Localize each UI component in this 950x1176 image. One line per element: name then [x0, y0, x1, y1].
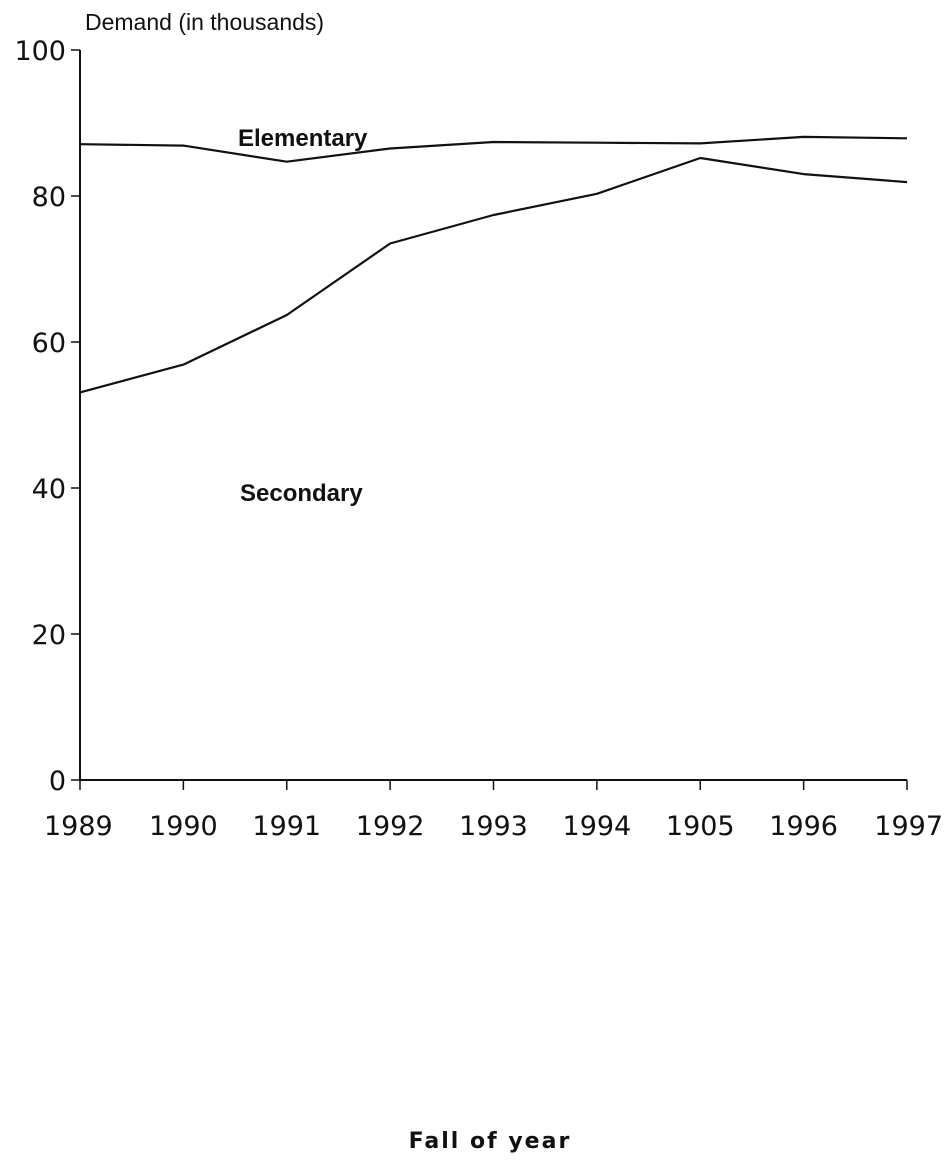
x-axis-label: Fall of year — [409, 1129, 572, 1154]
series-line-elementary — [79, 135, 908, 163]
series-label-elementary: Elementary — [238, 125, 368, 152]
series-line-secondary — [79, 156, 908, 394]
x-tick-label: 1993 — [459, 811, 528, 842]
y-axis-label: Demand (in thousands) — [85, 9, 324, 35]
x-tick-label: 1994 — [563, 811, 632, 842]
x-tick-label: 1996 — [769, 811, 838, 842]
series-lines — [79, 135, 908, 394]
x-tick-label: 1905 — [666, 811, 735, 842]
x-axis-ticks: 1989 1990 1991 1992 1993 1994 1905 1996 1997 — [44, 780, 943, 842]
x-tick-label: 1992 — [356, 811, 425, 842]
y-tick-label: 80 — [32, 182, 66, 213]
y-axis-ticks: 0 20 40 60 80 100 — [14, 36, 80, 797]
y-tick-label: 100 — [14, 36, 66, 67]
y-tick-label: 20 — [32, 620, 66, 651]
y-tick-label: 60 — [32, 328, 66, 359]
axes — [79, 50, 907, 781]
y-tick-label: 40 — [32, 474, 66, 505]
x-tick-label: 1990 — [149, 811, 218, 842]
x-tick-label: 1991 — [252, 811, 321, 842]
y-tick-label: 0 — [49, 766, 66, 797]
x-tick-label: 1997 — [874, 811, 943, 842]
x-tick-label: 1989 — [44, 811, 113, 842]
series-label-secondary: Secondary — [240, 480, 363, 507]
series-labels: Elementary Secondary — [238, 125, 368, 507]
